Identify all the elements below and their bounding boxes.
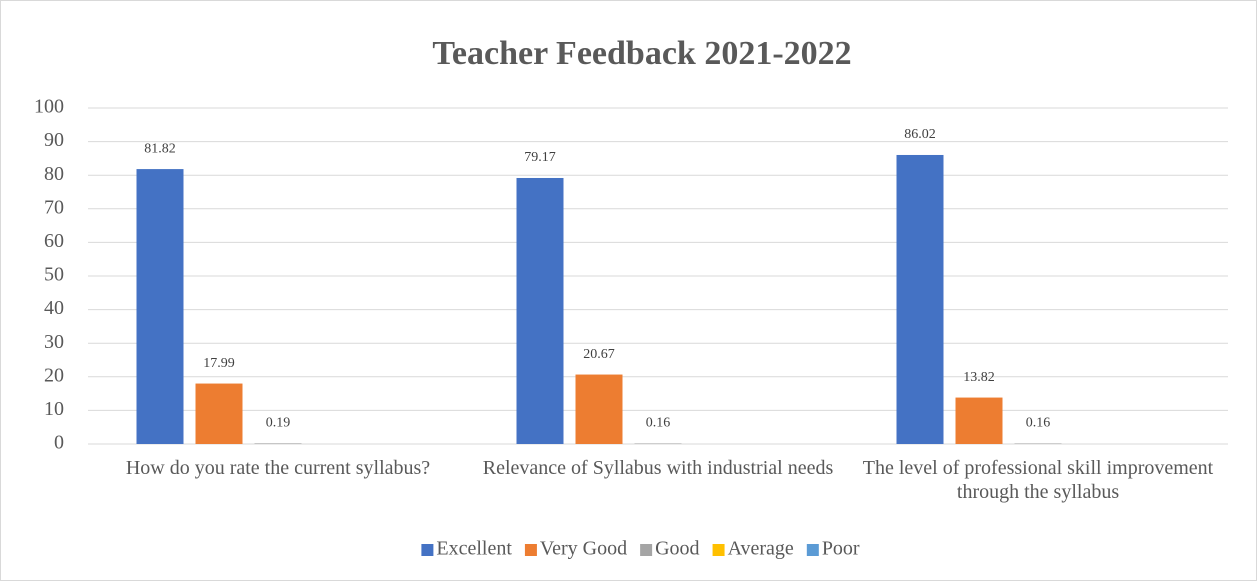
bar (136, 169, 184, 445)
data-label: 20.67 (583, 347, 615, 362)
bar (896, 154, 944, 445)
legend-label: Poor (822, 538, 860, 560)
y-tick-label: 90 (44, 129, 64, 151)
bar (634, 443, 682, 444)
chart-title: Teacher Feedback 2021-2022 (432, 35, 851, 72)
legend-label: Very Good (540, 538, 627, 560)
y-tick-label: 70 (44, 196, 64, 218)
y-tick-label: 20 (44, 364, 64, 386)
y-tick-label: 50 (44, 264, 64, 286)
data-label: 0.16 (646, 416, 671, 431)
legend-swatch (421, 544, 434, 556)
y-tick-label: 10 (44, 398, 64, 420)
bar (1014, 443, 1062, 444)
legend-label: Average (728, 538, 794, 560)
bar (516, 177, 564, 444)
bar (575, 374, 623, 444)
legend-swatch (806, 544, 819, 556)
y-tick-label: 60 (44, 230, 64, 252)
data-label: 13.82 (963, 370, 995, 385)
data-label: 86.02 (904, 127, 936, 142)
y-tick-label: 40 (44, 297, 64, 319)
y-tick-label: 30 (44, 331, 64, 353)
x-tick-label: How do you rate the current syllabus? (125, 457, 431, 479)
x-tick-label: Relevance of Syllabus with industrial ne… (482, 457, 834, 479)
bar (955, 397, 1003, 444)
legend-swatch (640, 544, 653, 556)
legend-label: Excellent (436, 538, 512, 560)
legend-swatch (712, 544, 725, 556)
data-label: 0.16 (1026, 416, 1051, 431)
y-tick-label: 80 (44, 163, 64, 185)
data-label: 0.19 (266, 416, 291, 431)
bar (254, 443, 302, 444)
y-tick-label: 100 (34, 96, 64, 118)
legend-swatch (524, 544, 537, 556)
data-label: 81.82 (144, 141, 176, 156)
y-tick-label: 0 (54, 432, 64, 454)
data-label: 17.99 (203, 356, 235, 371)
x-tick-label: The level of professional skill improvem… (862, 457, 1214, 503)
legend-label: Good (655, 538, 699, 560)
bar (195, 383, 243, 444)
data-label: 79.17 (524, 150, 556, 165)
